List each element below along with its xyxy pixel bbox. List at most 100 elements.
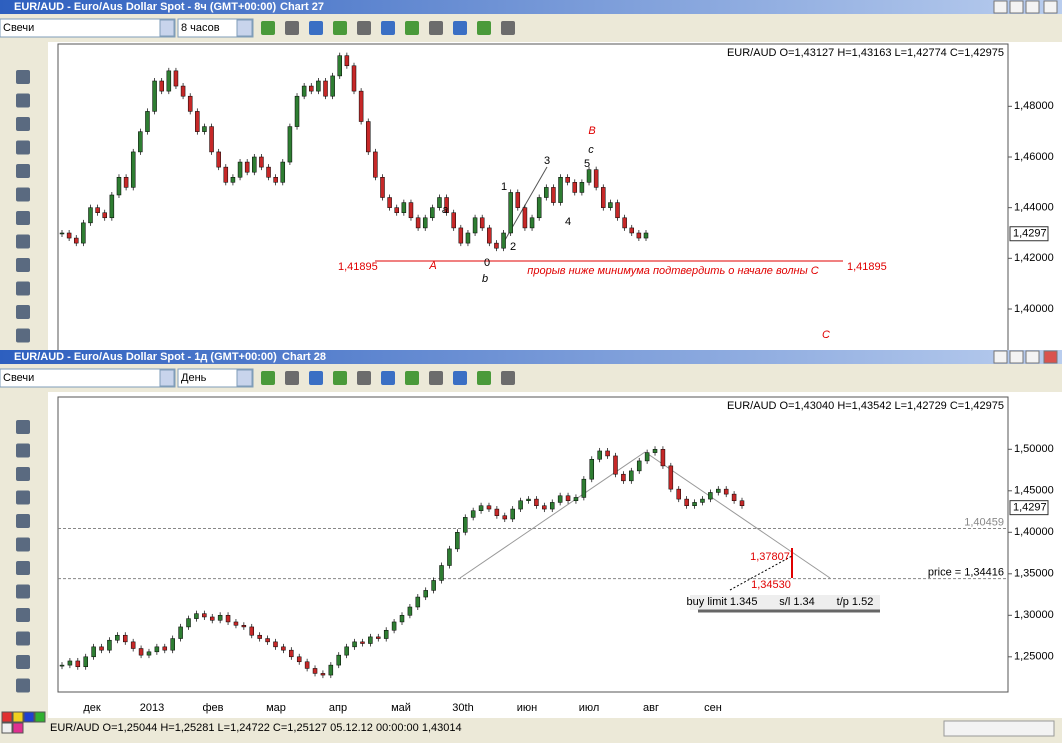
tool-icon[interactable]	[16, 678, 30, 693]
toolbar-icon[interactable]	[261, 21, 275, 35]
candle	[223, 166, 229, 183]
dropdown-arrow[interactable]	[159, 19, 175, 37]
period-select[interactable]	[177, 18, 254, 38]
candle	[502, 515, 508, 520]
candle	[259, 156, 264, 168]
color-swatch[interactable]	[12, 722, 24, 734]
window-button[interactable]	[993, 350, 1008, 364]
toolbar-icon[interactable]	[405, 21, 419, 35]
color-swatch[interactable]	[1, 711, 13, 723]
tool-icon[interactable]	[16, 117, 30, 131]
candle	[360, 641, 365, 644]
candle	[309, 85, 314, 92]
candle	[437, 197, 442, 208]
toolbar-icon[interactable]	[429, 21, 443, 35]
window-button[interactable]	[1043, 0, 1058, 14]
candle	[109, 194, 115, 219]
tool-icon[interactable]	[16, 420, 30, 434]
style-select-text: Свечи	[3, 22, 34, 34]
window-button[interactable]	[1043, 350, 1058, 364]
tool-icon[interactable]	[16, 490, 30, 505]
candle	[589, 459, 595, 480]
candle	[731, 493, 737, 502]
style-select[interactable]	[0, 18, 176, 38]
candle	[273, 177, 278, 183]
candle	[173, 70, 179, 87]
toolbar-icon[interactable]	[501, 371, 515, 385]
tool-icon[interactable]	[16, 140, 30, 155]
annotation: 4	[565, 216, 571, 228]
window-button[interactable]	[1009, 0, 1024, 14]
tool-icon[interactable]	[16, 211, 30, 225]
tool-icon[interactable]	[16, 584, 30, 599]
period-select[interactable]	[177, 368, 254, 388]
dropdown-arrow[interactable]	[159, 369, 175, 387]
candle	[59, 232, 65, 235]
candle	[422, 217, 428, 229]
color-swatch[interactable]	[1, 722, 13, 734]
candle	[88, 207, 93, 224]
toolbar-icon[interactable]	[453, 21, 467, 35]
toolbar-icon[interactable]	[453, 371, 467, 385]
candle	[186, 618, 191, 628]
annotation: прорыв ниже минимума подтвердить о начал…	[527, 265, 818, 277]
style-select[interactable]	[0, 368, 176, 388]
x-tick-label: 30th	[452, 702, 473, 714]
toolbar-icon[interactable]	[381, 371, 395, 385]
candle	[67, 660, 73, 666]
tool-icon[interactable]	[16, 281, 30, 296]
tool-icon[interactable]	[16, 631, 30, 646]
tool-icon[interactable]	[16, 187, 30, 202]
annotation: 1,34530	[751, 579, 791, 591]
tool-icon[interactable]	[16, 164, 30, 178]
tool-icon[interactable]	[16, 537, 30, 552]
toolbar-icon[interactable]	[429, 371, 443, 385]
dropdown-arrow[interactable]	[236, 19, 253, 37]
window-button[interactable]	[1025, 0, 1040, 14]
toolbar-icon[interactable]	[405, 371, 419, 385]
toolbar-icon[interactable]	[357, 371, 371, 385]
tool-icon[interactable]	[16, 258, 30, 272]
toolbar-icon[interactable]	[333, 21, 347, 35]
toolbar-icon[interactable]	[477, 371, 491, 385]
candle	[478, 505, 484, 511]
tool-icon[interactable]	[16, 655, 30, 669]
toolbar-icon[interactable]	[261, 371, 275, 385]
tool-icon[interactable]	[16, 328, 30, 343]
price-info: EUR/AUD O=1,43127 H=1,43163 L=1,42774 C=…	[727, 47, 1004, 59]
color-swatch[interactable]	[12, 711, 24, 723]
candle	[75, 660, 81, 668]
candle	[296, 656, 302, 663]
color-swatch[interactable]	[34, 711, 46, 723]
candle	[716, 488, 721, 493]
toolbar-icon[interactable]	[381, 21, 395, 35]
toolbar-icon[interactable]	[309, 371, 323, 385]
tool-icon[interactable]	[16, 305, 30, 319]
toolbar-icon[interactable]	[501, 21, 515, 35]
tool-icon[interactable]	[16, 70, 30, 84]
scrollbar[interactable]	[943, 720, 1055, 737]
toolbar-icon[interactable]	[357, 21, 371, 35]
toolbar-icon[interactable]	[285, 21, 299, 35]
window-button[interactable]	[1009, 350, 1024, 364]
tool-icon[interactable]	[16, 467, 30, 481]
candle	[723, 488, 729, 495]
tool-icon[interactable]	[16, 443, 30, 458]
annotation: a	[442, 204, 448, 216]
toolbar-icon[interactable]	[309, 21, 323, 35]
toolbar-icon[interactable]	[285, 371, 299, 385]
toolbar-icon[interactable]	[477, 21, 491, 35]
window-button[interactable]	[1025, 350, 1040, 364]
tool-icon[interactable]	[16, 514, 30, 528]
y-tick-label: 1,44000	[1014, 202, 1054, 214]
toolbar-icon[interactable]	[333, 371, 347, 385]
tool-icon[interactable]	[16, 561, 30, 575]
tool-icon[interactable]	[16, 608, 30, 622]
dropdown-arrow[interactable]	[236, 369, 253, 387]
candle	[447, 548, 452, 566]
window-button[interactable]	[993, 0, 1008, 14]
tool-icon[interactable]	[16, 93, 30, 108]
tool-icon[interactable]	[16, 234, 30, 249]
color-swatch[interactable]	[23, 711, 35, 723]
